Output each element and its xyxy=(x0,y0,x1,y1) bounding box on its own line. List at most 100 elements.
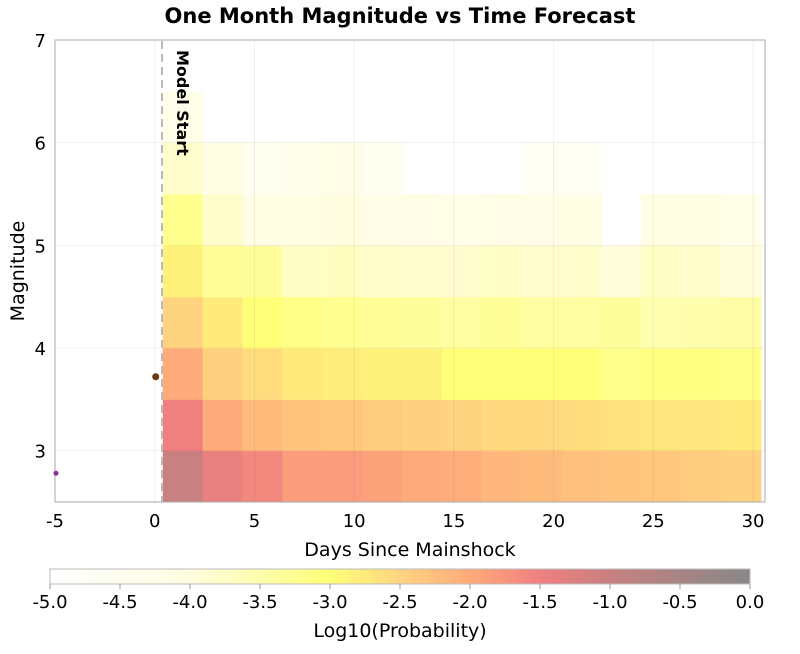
x-tick-label: 15 xyxy=(442,511,465,532)
y-tick-label: 5 xyxy=(35,236,46,257)
heatmap-cell xyxy=(162,194,204,246)
heatmap-cell xyxy=(561,296,602,349)
heatmap-cell xyxy=(481,348,523,400)
colorbar-label: Log10(Probability) xyxy=(313,620,486,642)
heatmap-cell xyxy=(362,399,403,452)
heatmap-cell xyxy=(282,296,323,349)
colorbar-tick-labels: -5.0 -4.5 -4.0 -3.5 -3.0 -2.5 -2.0 -1.5 -1.0 -0.5… xyxy=(32,584,764,613)
heatmap-cell xyxy=(441,245,483,298)
heatmap-cell xyxy=(521,194,563,246)
heatmap-cell xyxy=(362,296,403,349)
heatmap-cell xyxy=(561,142,602,195)
heatmap-cell xyxy=(721,194,762,246)
heatmap-cell xyxy=(322,348,363,400)
heatmap-cell xyxy=(681,245,722,298)
heatmap-cell xyxy=(601,399,642,452)
heatmap-cell xyxy=(681,399,722,452)
heatmap-cell xyxy=(721,296,762,349)
x-tick-label: 20 xyxy=(542,511,565,532)
colorbar-tick-label: -2.0 xyxy=(452,592,487,613)
y-tick-label: 4 xyxy=(35,339,46,360)
heatmap-cell xyxy=(162,399,204,452)
heatmap-cell xyxy=(521,142,563,195)
heatmap-cell xyxy=(521,296,563,349)
x-axis-label: Days Since Mainshock xyxy=(304,539,515,561)
x-tick-label: 0 xyxy=(149,511,160,532)
heatmap-cell xyxy=(441,348,483,400)
heatmap-cell xyxy=(402,245,443,298)
heatmap-cell xyxy=(402,450,443,503)
heatmap-cell xyxy=(601,296,642,349)
plot-frame xyxy=(54,39,766,503)
heatmap-cell xyxy=(322,296,363,349)
y-axis-label: Magnitude xyxy=(7,221,29,322)
heatmap-cell xyxy=(322,194,363,246)
x-tick-label: 5 xyxy=(249,511,260,532)
heatmap-cell xyxy=(242,245,283,298)
heatmap-cell xyxy=(441,194,483,246)
heatmap-cell xyxy=(242,142,283,195)
heatmap-cell xyxy=(162,245,204,298)
heatmap-cell xyxy=(641,194,682,246)
heatmap-cell xyxy=(282,348,323,400)
heatmap-cell xyxy=(402,348,443,400)
heatmap-cell xyxy=(601,245,642,298)
heatmap-cell xyxy=(561,348,602,400)
heatmap-cell xyxy=(721,450,762,503)
colorbar-tick-label: -3.0 xyxy=(312,592,347,613)
heatmap-cell xyxy=(641,399,682,452)
heatmap-cell xyxy=(641,296,682,349)
heatmap-cell xyxy=(282,194,323,246)
heatmap-cell xyxy=(202,348,243,400)
heatmap-cell xyxy=(521,245,563,298)
heatmap-cell xyxy=(521,399,563,452)
heatmap-cell xyxy=(162,142,204,195)
heatmap-cell xyxy=(322,450,363,503)
heatmap-cell xyxy=(481,194,523,246)
colorbar-tick-label: 0.0 xyxy=(736,592,765,613)
heatmap-cell xyxy=(681,296,722,349)
heatmap-cell xyxy=(202,245,243,298)
heatmap-cell xyxy=(242,399,283,452)
model-start-label: Model Start xyxy=(173,50,192,156)
heatmap-cells xyxy=(162,91,762,503)
y-tick-label: 6 xyxy=(35,134,46,155)
observed-events xyxy=(53,373,160,476)
heatmap-cell xyxy=(202,142,243,195)
colorbar xyxy=(49,568,751,585)
heatmap-cell xyxy=(322,245,363,298)
colorbar-tick-label: -3.5 xyxy=(242,592,277,613)
observed-event-point xyxy=(53,470,59,476)
heatmap-cell xyxy=(402,296,443,349)
heatmap-cell xyxy=(681,194,722,246)
observed-event-point xyxy=(152,373,160,381)
colorbar-tick-label: -4.5 xyxy=(102,592,137,613)
heatmap-cell xyxy=(202,450,243,503)
heatmap-cell xyxy=(322,399,363,452)
heatmap-cell xyxy=(402,194,443,246)
heatmap-cell xyxy=(242,296,283,349)
y-tick-label: 7 xyxy=(35,31,46,52)
heatmap-cell xyxy=(641,450,682,503)
heatmap-cell xyxy=(441,450,483,503)
heatmap-cell xyxy=(721,348,762,400)
y-tick-label: 3 xyxy=(35,442,46,463)
heatmap-cell xyxy=(362,450,403,503)
heatmap-cell xyxy=(561,399,602,452)
heatmap-cell xyxy=(202,296,243,349)
heatmap-cell xyxy=(681,450,722,503)
x-tick-label: 25 xyxy=(642,511,665,532)
y-tick-labels: 3 4 5 6 7 xyxy=(35,31,46,463)
colorbar-tick-label: -0.5 xyxy=(662,592,697,613)
heatmap-cell xyxy=(162,296,204,349)
heatmap-cell xyxy=(441,399,483,452)
heatmap-cell xyxy=(362,142,403,195)
x-tick-label: 30 xyxy=(742,511,765,532)
heatmap-cell xyxy=(282,399,323,452)
heatmap-cell xyxy=(521,450,563,503)
heatmap-cell xyxy=(202,194,243,246)
heatmap-cell xyxy=(721,245,762,298)
heatmap-cell xyxy=(282,450,323,503)
heatmap-cell xyxy=(681,348,722,400)
heatmap-cell xyxy=(441,296,483,349)
